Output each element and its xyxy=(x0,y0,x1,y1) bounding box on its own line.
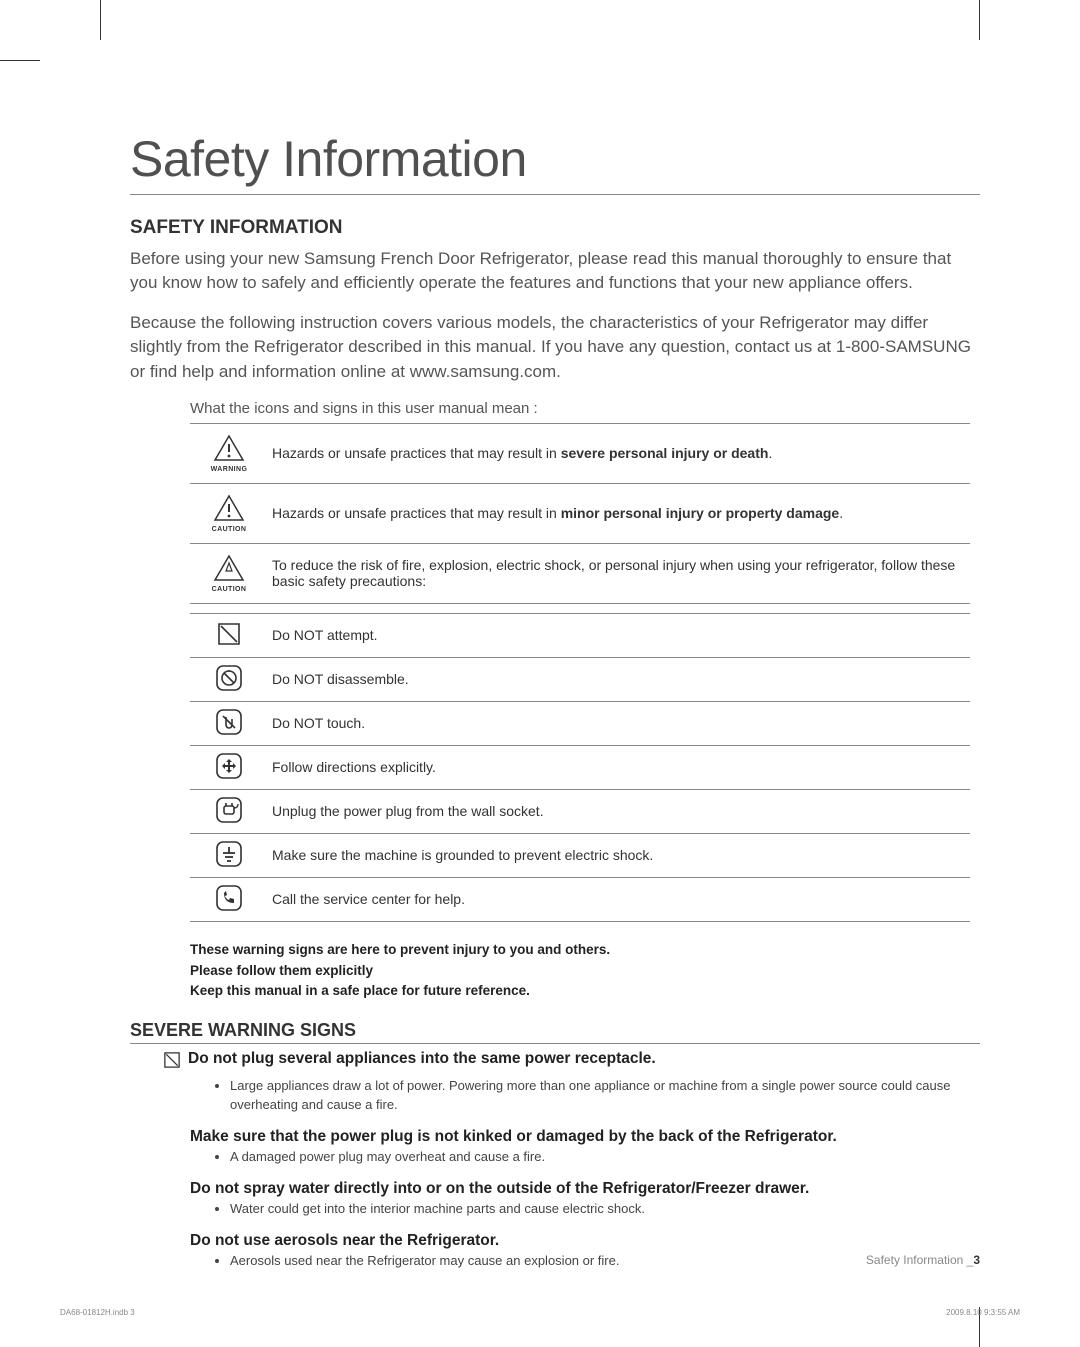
footer-right: Safety Information _3 xyxy=(866,1253,980,1267)
severe-rule xyxy=(130,1043,980,1044)
warning-line: These warning signs are here to prevent … xyxy=(190,940,980,961)
ground-icon xyxy=(190,833,268,877)
icon-desc: Call the service center for help. xyxy=(268,877,970,921)
title-rule xyxy=(130,194,980,195)
warning-line: Keep this manual in a safe place for fut… xyxy=(190,981,980,1002)
severe-warning-item: Do not plug several appliances into the … xyxy=(190,1050,980,1113)
caution-icon: CAUTION xyxy=(190,483,268,543)
icon-desc: Follow directions explicitly. xyxy=(268,745,970,789)
icon-row: Do NOT disassemble. xyxy=(190,657,970,701)
icon-desc: To reduce the risk of fire, explosion, e… xyxy=(268,543,970,603)
severe-warning-head: Make sure that the power plug is not kin… xyxy=(190,1128,837,1146)
severe-warning-bullet: Water could get into the interior machin… xyxy=(230,1200,980,1218)
svg-text:CAUTION: CAUTION xyxy=(212,586,247,593)
severe-warning-bullets: Water could get into the interior machin… xyxy=(230,1200,980,1218)
severe-warning-bullet: Large appliances draw a lot of power. Po… xyxy=(230,1077,980,1113)
severe-warning-item: Do not spray water directly into or on t… xyxy=(190,1180,980,1218)
page-content: Safety Information SAFETY INFORMATION Be… xyxy=(0,0,1080,1344)
main-title: Safety Information xyxy=(130,130,980,188)
icon-row: Do NOT attempt. xyxy=(190,613,970,657)
severe-warning-bullets: Large appliances draw a lot of power. Po… xyxy=(230,1077,980,1113)
intro-paragraph-1: Before using your new Samsung French Doo… xyxy=(130,247,980,295)
crop-mark xyxy=(100,0,101,40)
severe-warning-head: Do not plug several appliances into the … xyxy=(188,1050,656,1068)
icon-desc: Do NOT disassemble. xyxy=(268,657,970,701)
no-disassemble-icon xyxy=(190,657,268,701)
severe-warning-head: Do not spray water directly into or on t… xyxy=(190,1180,809,1198)
icon-row: WARNING Hazards or unsafe practices that… xyxy=(190,423,970,483)
icon-row: Unplug the power plug from the wall sock… xyxy=(190,789,970,833)
section-severe-title: SEVERE WARNING SIGNS xyxy=(130,1020,980,1041)
severe-warning-head: Do not use aerosols near the Refrigerato… xyxy=(190,1232,499,1250)
section-safety-info-title: SAFETY INFORMATION xyxy=(130,217,980,239)
warning-block: These warning signs are here to prevent … xyxy=(190,940,980,1003)
icon-row: Do NOT touch. xyxy=(190,701,970,745)
icon-meanings-table: WARNING Hazards or unsafe practices that… xyxy=(190,423,970,922)
crop-mark xyxy=(0,60,40,61)
icon-desc: Unplug the power plug from the wall sock… xyxy=(268,789,970,833)
follow-icon xyxy=(190,745,268,789)
warning-icon: WARNING xyxy=(190,423,268,483)
no-attempt-icon xyxy=(162,1050,182,1075)
severe-warning-bullet: A damaged power plug may overheat and ca… xyxy=(230,1148,980,1166)
svg-text:WARNING: WARNING xyxy=(211,466,248,473)
footer-timestamp: 2009.8.10 9:3:55 AM xyxy=(946,1308,1020,1317)
no-touch-icon xyxy=(190,701,268,745)
intro-paragraph-2: Because the following instruction covers… xyxy=(130,311,980,383)
icon-desc: Make sure the machine is grounded to pre… xyxy=(268,833,970,877)
svg-text:CAUTION: CAUTION xyxy=(212,526,247,533)
icon-row: Call the service center for help. xyxy=(190,877,970,921)
severe-warning-item: Do not use aerosols near the Refrigerato… xyxy=(190,1232,980,1270)
icon-row: CAUTION To reduce the risk of fire, expl… xyxy=(190,543,970,603)
icon-desc: Hazards or unsafe practices that may res… xyxy=(268,483,970,543)
call-service-icon xyxy=(190,877,268,921)
warning-line: Please follow them explicitly xyxy=(190,961,980,982)
icon-desc: Hazards or unsafe practices that may res… xyxy=(268,423,970,483)
caution2-icon: CAUTION xyxy=(190,543,268,603)
footer-section-label: Safety Information _ xyxy=(866,1253,973,1267)
footer-page-num: 3 xyxy=(973,1253,980,1267)
icon-row: CAUTION Hazards or unsafe practices that… xyxy=(190,483,970,543)
footer-indb: DA68-01812H.indb 3 xyxy=(60,1308,135,1317)
crop-mark xyxy=(979,0,980,40)
icon-row: Make sure the machine is grounded to pre… xyxy=(190,833,970,877)
severe-warning-item: Make sure that the power plug is not kin… xyxy=(190,1128,980,1166)
unplug-icon xyxy=(190,789,268,833)
icon-desc: Do NOT attempt. xyxy=(268,613,970,657)
severe-warning-bullets: A damaged power plug may overheat and ca… xyxy=(230,1148,980,1166)
no-attempt-icon xyxy=(190,613,268,657)
icon-desc: Do NOT touch. xyxy=(268,701,970,745)
icon-row: Follow directions explicitly. xyxy=(190,745,970,789)
icons-subhead: What the icons and signs in this user ma… xyxy=(190,400,980,417)
